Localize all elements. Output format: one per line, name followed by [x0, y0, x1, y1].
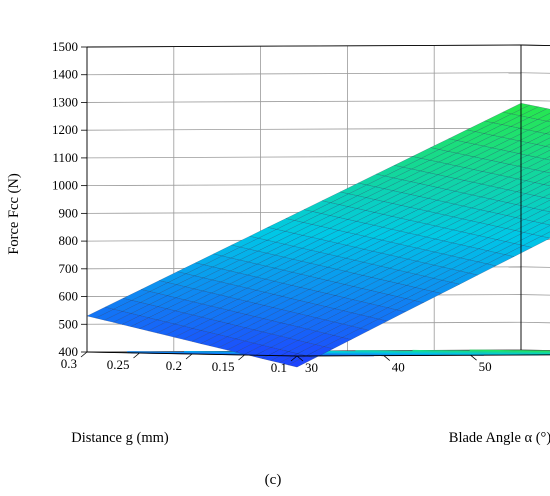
surface-cell	[522, 236, 550, 248]
surface-cell	[526, 146, 550, 158]
surface-cell	[533, 199, 550, 211]
surface-cell	[532, 212, 550, 224]
z-tick-label: 1200	[52, 122, 78, 137]
x-axis-ticks: 0.1 0.15 0.2 0.25 0.3	[61, 351, 298, 375]
floor-plane	[86, 349, 550, 357]
surface-cell	[523, 223, 550, 235]
y-axis-label: Blade Angle α (°)	[449, 430, 550, 446]
z-tick-label: 700	[59, 261, 79, 276]
surface-cell	[542, 206, 550, 212]
z-tick-label: 500	[59, 316, 79, 331]
surface-cell	[525, 184, 550, 196]
y-tick-mark	[470, 354, 477, 361]
z-tick-label: 1500	[52, 39, 78, 54]
z-tick-label: 400	[59, 344, 79, 359]
surface-cell	[523, 210, 550, 222]
surface-cell	[525, 171, 550, 183]
wall-gridline	[86, 127, 522, 131]
x-tick-label: 0.25	[107, 357, 130, 372]
response-surface	[86, 103, 550, 368]
surface-cell	[524, 197, 550, 209]
z-axis-label: Force Fcc (N)	[6, 173, 22, 255]
floor-contour	[184, 351, 484, 356]
y-tick-mark	[383, 355, 391, 361]
surface-cell	[546, 119, 550, 122]
z-tick-label: 600	[59, 289, 79, 304]
surface-cell	[545, 131, 550, 135]
surface-cell	[540, 231, 550, 239]
surface-cell	[528, 120, 550, 132]
surface-cell	[536, 125, 550, 134]
x-tick-mark	[238, 354, 245, 361]
x-tick-mark	[80, 351, 88, 358]
z-tick-label: 1400	[52, 67, 78, 82]
y-tick-label: 40	[392, 360, 405, 375]
y-tick-mark	[296, 355, 304, 362]
surface-cell	[528, 108, 550, 120]
surface-cell	[541, 218, 550, 226]
x-tick-label: 0.1	[271, 360, 287, 375]
floor-contour	[355, 350, 550, 354]
panel-label: (c)	[265, 472, 282, 488]
z-tick-label: 1100	[52, 150, 78, 165]
x-tick-label: 0.15	[212, 359, 235, 374]
y-axis-ticks: 304050607080	[296, 354, 492, 375]
wall-gridline	[86, 72, 522, 76]
surface-cell	[544, 156, 550, 161]
surface-cell	[542, 193, 550, 199]
floor-contour	[298, 350, 550, 355]
surface-cell	[526, 158, 550, 170]
z-tick-label: 1000	[52, 178, 78, 193]
x-axis-label: Distance g (mm)	[71, 430, 169, 446]
surface-cell	[532, 225, 550, 237]
surface-cell	[536, 137, 550, 147]
x-tick-mark	[185, 353, 193, 360]
axis-frame-line	[86, 44, 522, 48]
z-tick-label: 900	[59, 205, 79, 220]
floor-contour	[469, 349, 550, 352]
surface-cell	[535, 150, 550, 160]
z-axis-ticks: 400 500 600 700 800 900 1000 1100 1200 1300 1400 15…	[52, 39, 87, 359]
y-tick-label: 30	[305, 360, 318, 375]
z-tick-label: 1300	[52, 94, 78, 109]
x-tick-label: 0.3	[61, 356, 77, 371]
surface-cell	[535, 162, 550, 172]
x-tick-label: 0.2	[166, 358, 182, 373]
floor-contour	[412, 349, 550, 353]
x-tick-mark	[133, 352, 140, 359]
surface-cell	[534, 174, 550, 185]
y-tick-label: 50	[479, 359, 492, 374]
axis-frame-line	[296, 354, 550, 357]
surface-cell	[543, 168, 550, 174]
surface-cell	[544, 143, 550, 148]
wall-gridline	[86, 100, 522, 103]
surface-cell	[527, 133, 550, 145]
x-tick-mark	[290, 355, 298, 362]
surface-cell	[533, 187, 550, 198]
z-tick-label: 800	[59, 233, 79, 248]
